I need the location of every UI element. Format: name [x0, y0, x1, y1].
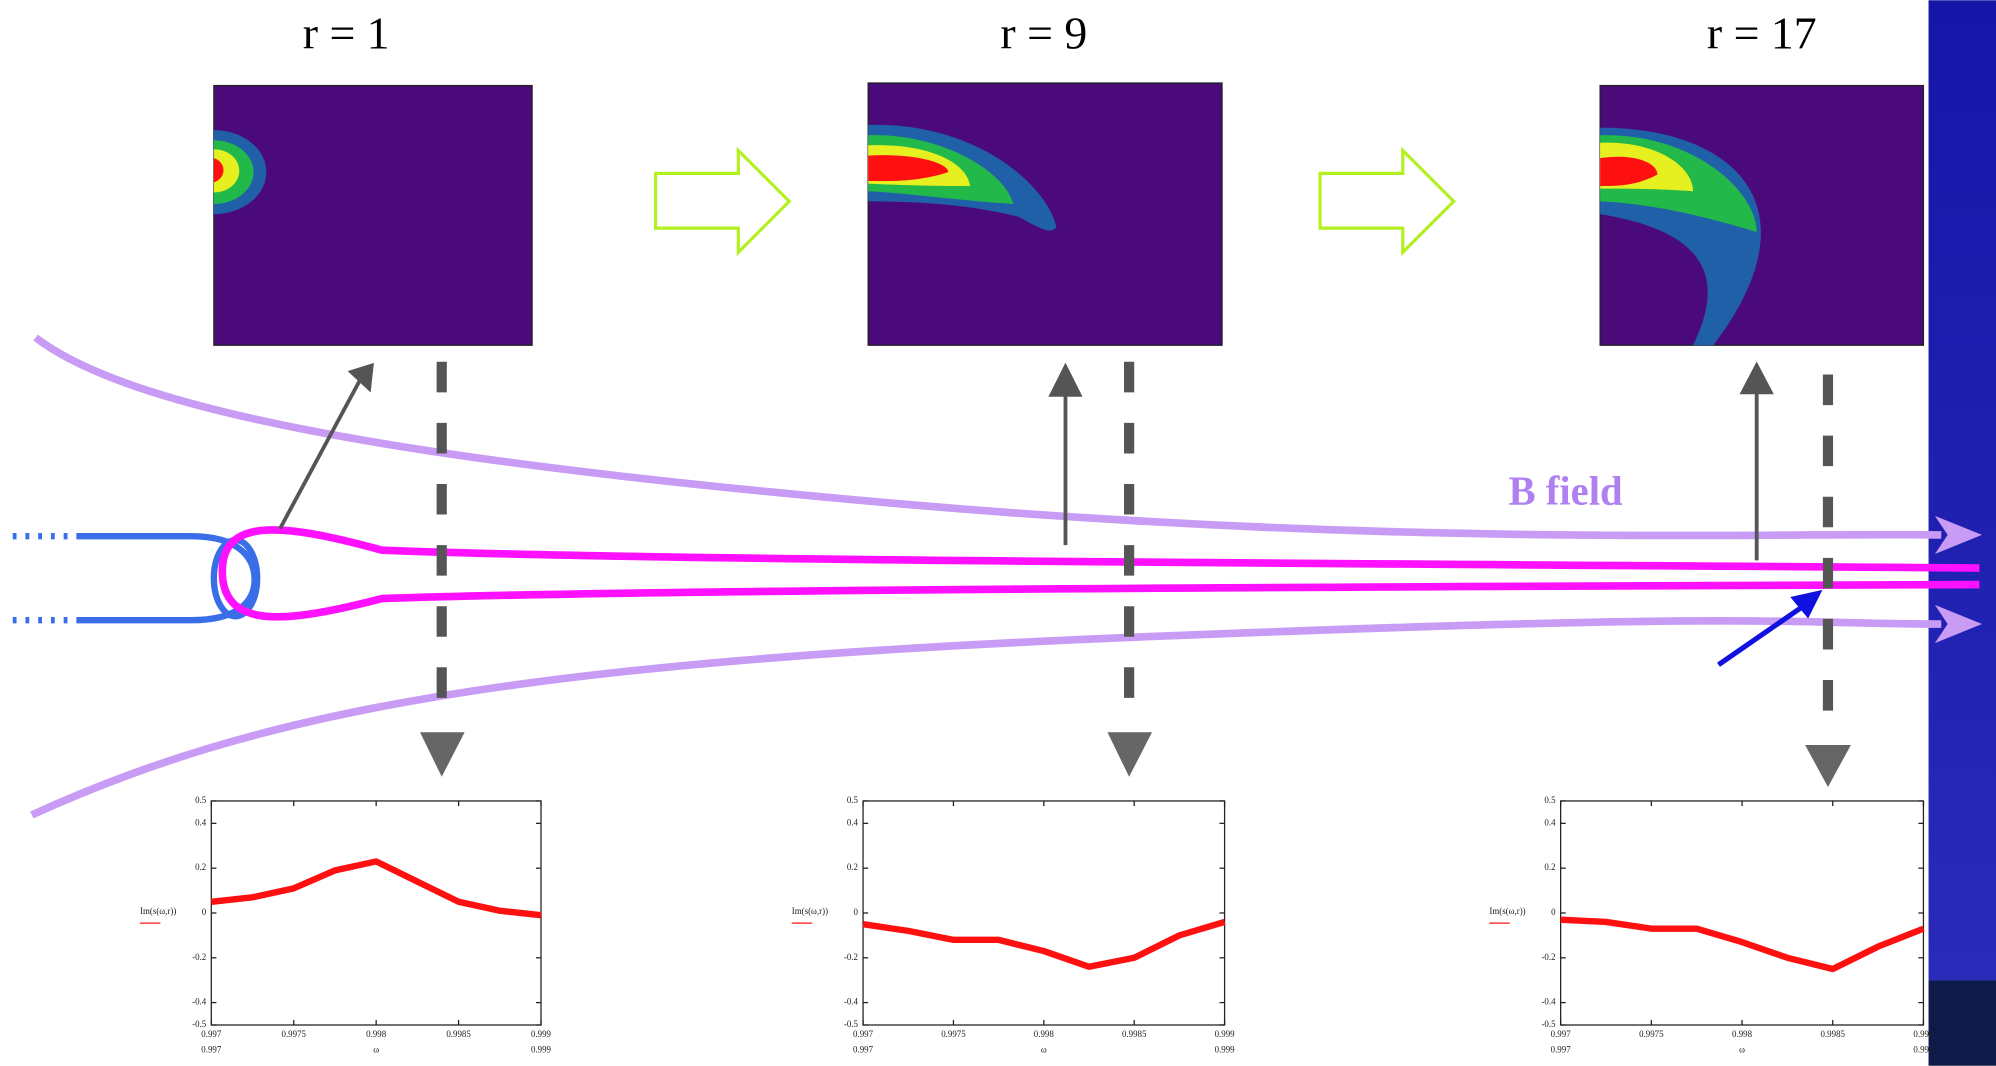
y-axis-label: Im(s(ω,r)): [140, 906, 176, 916]
x-tick-label: 0.998: [1732, 1029, 1753, 1039]
y-tick-label: 0.4: [847, 817, 859, 827]
x-tick-label: 0.997: [853, 1029, 874, 1039]
pointer-arrow: [1718, 593, 1817, 664]
y-tick-label: 0: [202, 907, 207, 917]
x-axis-label: ω: [373, 1045, 379, 1055]
x-tick-label: 0.999: [1913, 1029, 1934, 1039]
y-tick-label: -0.4: [192, 997, 207, 1007]
y-tick-label: 0.5: [1544, 795, 1556, 805]
contour-plot: [1600, 86, 1923, 346]
panel-title: r = 9: [1000, 8, 1087, 59]
page: r = 1 r = 9 r = 17 B field: [0, 0, 1996, 1066]
y-tick-label: -0.5: [1541, 1019, 1556, 1029]
arrow-heads: [420, 732, 1851, 787]
x-range-label: 0.997: [1551, 1045, 1572, 1055]
y-tick-label: -0.4: [1541, 997, 1556, 1007]
x-tick-label: 0.999: [531, 1029, 552, 1039]
x-tick-label: 0.999: [1215, 1029, 1236, 1039]
y-tick-label: 0.2: [195, 862, 206, 872]
y-tick-label: -0.2: [192, 952, 206, 962]
y-tick-label: -0.5: [844, 1019, 859, 1029]
field-label: B field: [1508, 468, 1623, 513]
x-tick-label: 0.997: [1551, 1029, 1572, 1039]
y-tick-label: 0: [854, 907, 859, 917]
y-tick-label: -0.2: [1541, 952, 1555, 962]
x-axis-label: ω: [1739, 1045, 1745, 1055]
y-tick-label: 0.5: [847, 795, 859, 805]
plot-frame: [863, 801, 1225, 1025]
y-tick-label: -0.5: [192, 1019, 207, 1029]
x-tick-label: 0.9975: [1639, 1029, 1664, 1039]
y-tick-label: -0.4: [844, 997, 859, 1007]
y-tick-label: 0.2: [847, 862, 858, 872]
y-tick-label: 0.2: [1544, 862, 1555, 872]
y-tick-label: 0.4: [1544, 817, 1556, 827]
output-beam: [222, 530, 1979, 617]
y-axis-label: Im(s(ω,r)): [1489, 906, 1525, 916]
x-tick-label: 0.9985: [1122, 1029, 1147, 1039]
x-range-label: 0.999: [1913, 1045, 1934, 1055]
x-axis-label: ω: [1041, 1045, 1047, 1055]
y-tick-label: 0.5: [195, 795, 207, 805]
y-tick-label: 0: [1551, 907, 1556, 917]
corner-block: [1929, 980, 1996, 1065]
y-axis-label: Im(s(ω,r)): [792, 906, 828, 916]
plot-frame: [1561, 801, 1924, 1025]
x-range-label: 0.997: [201, 1045, 222, 1055]
panel-title: r = 17: [1707, 8, 1817, 59]
y-tick-label: -0.2: [844, 952, 858, 962]
x-tick-label: 0.9975: [941, 1029, 966, 1039]
step-arrow: [656, 150, 790, 252]
x-tick-label: 0.997: [201, 1029, 222, 1039]
x-tick-label: 0.998: [1034, 1029, 1055, 1039]
contour-plot: [868, 83, 1222, 345]
contour-plot: [214, 86, 532, 346]
x-range-label: 0.999: [531, 1045, 552, 1055]
slide: r = 1 r = 9 r = 17 B field: [0, 0, 1996, 1066]
x-tick-label: 0.9985: [1820, 1029, 1845, 1039]
step-arrow: [1320, 150, 1454, 252]
x-tick-label: 0.998: [366, 1029, 387, 1039]
field-lines: [32, 338, 1941, 815]
x-range-label: 0.997: [853, 1045, 874, 1055]
panel-title: r = 1: [303, 8, 390, 59]
x-tick-label: 0.9985: [446, 1029, 471, 1039]
y-tick-label: 0.4: [195, 817, 207, 827]
x-tick-label: 0.9975: [281, 1029, 306, 1039]
plot-frame: [211, 801, 541, 1025]
side-band: [1929, 0, 1996, 980]
x-range-label: 0.999: [1215, 1045, 1236, 1055]
